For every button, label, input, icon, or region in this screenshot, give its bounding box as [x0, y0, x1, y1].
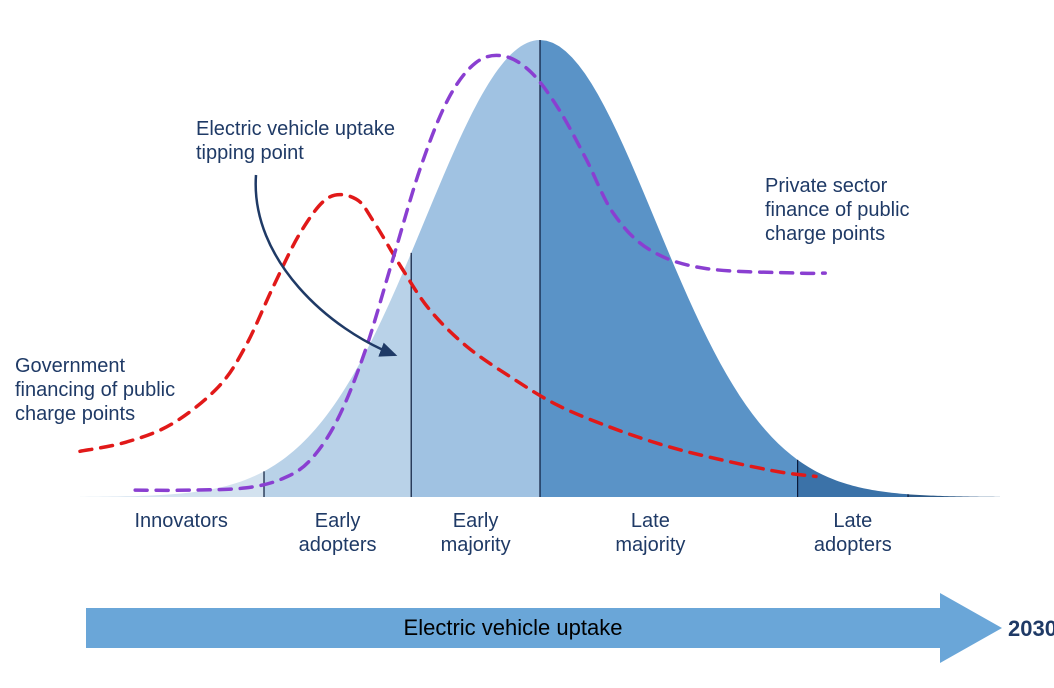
tipping-point-pointer [256, 175, 395, 355]
segment-label: Innovators [135, 510, 228, 532]
bell-segment-1 [264, 253, 411, 497]
segment-label: Earlymajority [441, 510, 511, 556]
segment-label: Lateadopters [814, 510, 892, 556]
adoption-bell-curve [80, 40, 1000, 497]
annotation-line: Private sector [765, 175, 888, 197]
segment-labels: Innovators Earlyadopters Earlymajority Late… [135, 510, 892, 556]
bell-segment-4 [798, 460, 908, 497]
ev-uptake-diagram: Innovators Earlyadopters Earlymajority Late… [0, 0, 1054, 688]
segment-label: Earlyadopters [299, 510, 377, 556]
annotation-line: financing of public [15, 379, 175, 401]
annotation-line: charge points [765, 223, 885, 245]
annotation-line: Government [15, 355, 125, 377]
annotation-line: finance of public [765, 199, 910, 221]
timeline-year: 2030 [1008, 616, 1054, 641]
tipping-point-label: Electric vehicle uptaketipping point [196, 118, 395, 164]
bell-segment-3 [540, 40, 798, 497]
segment-label: Latemajority [615, 510, 685, 556]
bell-segment-0 [80, 471, 264, 497]
annotation-line: Electric vehicle uptake [196, 118, 395, 140]
gov-finance-label: Governmentfinancing of publiccharge poin… [15, 355, 175, 425]
timeline-arrow-label: Electric vehicle uptake [404, 615, 623, 640]
private-finance-label: Private sectorfinance of publiccharge po… [765, 175, 910, 245]
annotation-line: charge points [15, 403, 135, 425]
timeline-arrow: Electric vehicle uptake 2030 [86, 593, 1054, 663]
bell-segment-5 [908, 494, 1000, 497]
bell-segment-2 [411, 40, 540, 497]
annotation-line: tipping point [196, 142, 304, 164]
